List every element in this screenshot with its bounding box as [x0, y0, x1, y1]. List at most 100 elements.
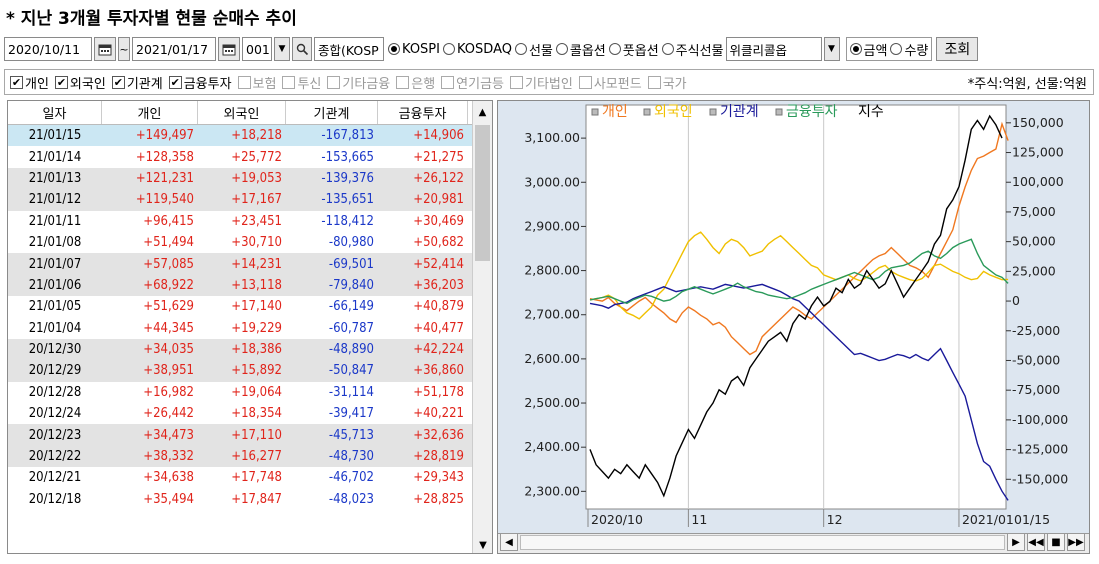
filter-checkbox-8[interactable]: 연기금등 — [441, 73, 504, 92]
filter-label: 기관계 — [126, 76, 163, 92]
table-cell: +40,879 — [413, 299, 464, 315]
table-row[interactable]: 20/12/29 +38,951 +15,892 -50,847 +36,860 — [8, 360, 492, 382]
column-header[interactable]: 기관계 — [286, 101, 378, 124]
filter-checkbox-4[interactable]: 보험 — [237, 73, 277, 92]
table-cell: 20/12/22 — [28, 449, 82, 465]
filter-checkbox-10[interactable]: 사모펀드 — [578, 73, 642, 92]
end-date-input[interactable]: 2021/01/17 — [132, 37, 216, 61]
start-calendar-button[interactable] — [94, 37, 116, 61]
table-row[interactable]: 20/12/30 +34,035 +18,386 -48,890 +42,224 — [8, 338, 492, 361]
radio-label: 주식선물 — [675, 43, 724, 59]
filter-label: 보험 — [252, 76, 277, 92]
right-tick-label: -75,000 — [1012, 382, 1060, 397]
table-row[interactable]: 21/01/07 +57,085 +14,231 -69,501 +52,414 — [8, 253, 492, 275]
table-row[interactable]: 20/12/22 +38,332 +16,277 -48,730 +28,819 — [8, 445, 492, 468]
start-date-input[interactable]: 2020/10/11 — [4, 37, 92, 61]
right-tick-label: 0 — [1012, 293, 1020, 308]
table-row[interactable]: 21/01/15 +149,497 +18,218 -167,813 +14,906 — [8, 125, 492, 147]
right-tick-label: -50,000 — [1012, 352, 1060, 367]
radio-label: 수량 — [904, 43, 929, 59]
filter-label: 외국인 — [69, 76, 106, 92]
radio-label: KOSPI — [402, 41, 440, 57]
radio-0[interactable]: 금액 — [849, 40, 888, 59]
plot-area — [585, 104, 1007, 510]
x-axis-label: 11 — [691, 512, 707, 527]
code-dropdown-button[interactable]: ▼ — [274, 37, 290, 61]
table-cell: +16,277 — [231, 449, 282, 465]
table-cell: +51,178 — [413, 384, 464, 400]
column-header[interactable]: 개인 — [102, 101, 198, 124]
filter-checkbox-5[interactable]: 투신 — [282, 73, 321, 92]
table-cell: +20,981 — [413, 192, 464, 208]
rewind-icon[interactable]: ◀◀ — [1027, 533, 1045, 551]
index-code-input[interactable]: 001 — [242, 37, 272, 61]
date-range-separator: ~ — [118, 37, 130, 61]
column-header[interactable]: 일자 — [8, 101, 102, 124]
right-tick-label: 50,000 — [1012, 234, 1056, 249]
table-cell: -139,376 — [321, 170, 374, 186]
table-row[interactable]: 21/01/11 +96,415 +23,451 -118,412 +30,469 — [8, 211, 492, 232]
radio-label: 금액 — [863, 43, 888, 59]
table-cell: 20/12/21 — [28, 470, 82, 486]
column-header[interactable]: 외국인 — [198, 101, 286, 124]
stop-icon[interactable]: ■ — [1047, 533, 1065, 551]
radio-1[interactable]: KOSDAQ — [442, 40, 512, 59]
checkbox-empty-icon — [282, 75, 296, 89]
filter-label: 기타법인 — [525, 76, 573, 92]
table-cell: +28,825 — [413, 491, 464, 507]
table-row[interactable]: 20/12/23 +34,473 +17,110 -45,713 +32,636 — [8, 424, 492, 446]
investor-filter-bar: ✔ 개인 ✔ 외국인 ✔ 기관계 ✔ 금융투자 보험 투신 기타금융 은행 연기금등 기타법인 사모펀드 국가… — [4, 69, 1094, 95]
query-button[interactable]: 조회 — [936, 37, 979, 61]
chart-hscroll-track[interactable] — [520, 535, 1005, 550]
table-row[interactable]: 21/01/12 +119,540 +17,167 -135,651 +20,981 — [8, 189, 492, 211]
table-row[interactable]: 21/01/14 +128,358 +25,772 -153,665 +21,275 — [8, 146, 492, 167]
scroll-right-icon[interactable]: ▶ — [1007, 533, 1025, 551]
table-cell: +14,906 — [413, 128, 464, 144]
filter-checkbox-7[interactable]: 은행 — [396, 73, 435, 92]
table-row[interactable]: 20/12/28 +16,982 +19,064 -31,114 +51,178 — [8, 382, 492, 403]
scroll-left-icon[interactable]: ◀ — [500, 533, 518, 551]
end-calendar-button[interactable] — [218, 37, 240, 61]
search-button[interactable] — [292, 37, 312, 61]
scroll-thumb[interactable] — [475, 125, 490, 261]
filter-checkbox-11[interactable]: 국가 — [647, 73, 687, 92]
table-cell: -135,651 — [321, 192, 374, 208]
filter-checkbox-2[interactable]: ✔ 기관계 — [111, 73, 163, 92]
left-tick-label: 2,500.00 — [524, 395, 580, 410]
table-row[interactable]: 21/01/08 +51,494 +30,710 -80,980 +50,682 — [8, 232, 492, 253]
radio-2[interactable]: 선물 — [514, 40, 553, 59]
right-tick-label: -125,000 — [1012, 442, 1068, 457]
filter-checkbox-1[interactable]: ✔ 외국인 — [54, 73, 106, 92]
table-row[interactable]: 21/01/06 +68,922 +13,118 -79,840 +36,203 — [8, 274, 492, 297]
filter-checkbox-0[interactable]: ✔ 개인 — [10, 73, 49, 92]
table-row[interactable]: 20/12/21 +34,638 +17,748 -46,702 +29,343 — [8, 467, 492, 488]
radio-1[interactable]: 수량 — [890, 40, 928, 59]
scroll-up-icon[interactable]: ▲ — [478, 106, 487, 118]
fast-forward-icon[interactable]: ▶▶ — [1067, 533, 1085, 551]
filter-label: 투신 — [297, 76, 322, 92]
series-line-금융투자 — [589, 238, 1009, 305]
table-row[interactable]: 21/01/05 +51,629 +17,140 -66,149 +40,879 — [8, 296, 492, 317]
weekly-option-select[interactable]: 위클리콜옵 — [725, 37, 822, 61]
table-row[interactable]: 21/01/13 +121,231 +19,053 -139,376 +26,122 — [8, 167, 492, 190]
table-row[interactable]: 20/12/24 +26,442 +18,354 -39,417 +40,221 — [8, 403, 492, 424]
filter-checkbox-6[interactable]: 기타금융 — [327, 73, 390, 92]
column-header[interactable]: 금융투자 — [378, 101, 468, 124]
radio-3[interactable]: 콜옵션 — [555, 40, 606, 59]
scroll-down-icon[interactable]: ▼ — [479, 540, 487, 551]
left-tick-label: 3,000.00 — [524, 174, 580, 189]
table-cell: +36,203 — [413, 277, 464, 293]
radio-0[interactable]: KOSPI — [388, 40, 440, 59]
right-tick-label: 150,000 — [1012, 115, 1064, 130]
table-cell: +18,386 — [231, 342, 282, 358]
table-row[interactable]: 21/01/04 +44,345 +19,229 -60,787 +40,477 — [8, 318, 492, 339]
left-tick-label: 2,600.00 — [524, 351, 580, 366]
weekly-dropdown-button[interactable]: ▼ — [823, 37, 840, 61]
table-scrollbar[interactable]: ▲ ▼ — [472, 101, 492, 553]
table-row[interactable]: 20/12/18 +35,494 +17,847 -48,023 +28,825 — [8, 489, 492, 510]
radio-5[interactable]: 주식선물 — [661, 40, 724, 59]
filter-checkbox-9[interactable]: 기타법인 — [510, 73, 573, 92]
cursor-date-label: 01/15 — [1014, 512, 1050, 527]
filter-checkbox-3[interactable]: ✔ 금융투자 — [168, 73, 232, 92]
radio-4[interactable]: 풋옵션 — [608, 40, 659, 59]
